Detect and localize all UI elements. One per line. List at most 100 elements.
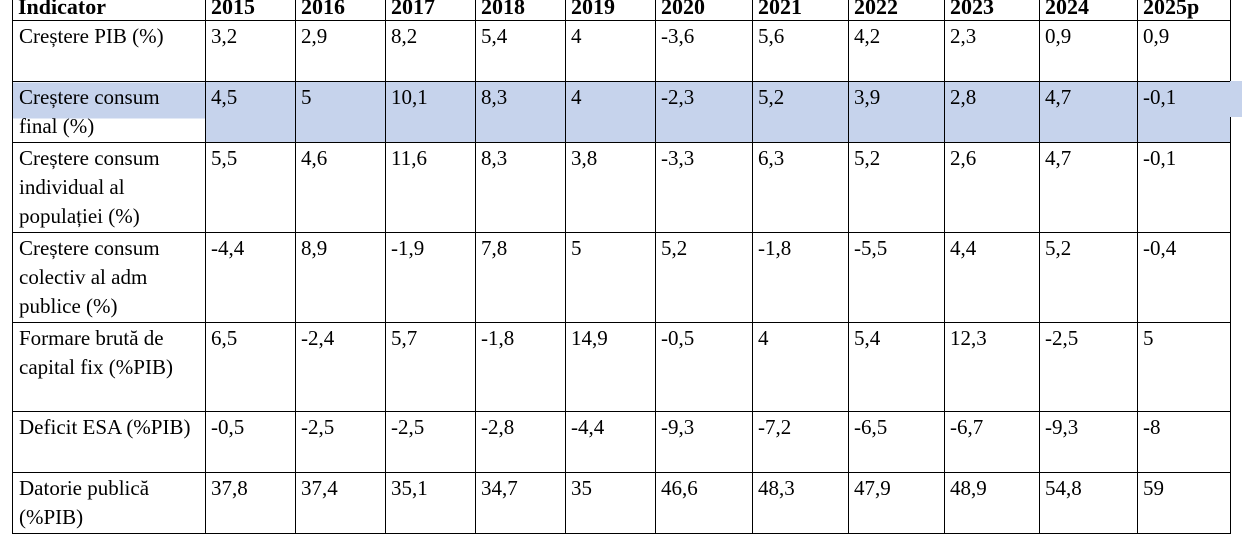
- table-cell: -4,4: [565, 411, 656, 473]
- table-cell: -2,8: [475, 411, 566, 473]
- header-year: 2024: [1039, 0, 1138, 21]
- table-cell: 35: [565, 472, 656, 534]
- table-cell: 14,9: [565, 322, 656, 412]
- row-label: Creștere consum individual al populației…: [12, 142, 206, 233]
- header-year: 2023: [944, 0, 1040, 21]
- table-cell: -2,3: [655, 81, 753, 143]
- table-cell: -1,9: [385, 232, 476, 323]
- table-cell: 3,2: [205, 20, 296, 82]
- table-cell: -1,8: [475, 322, 566, 412]
- header-year: 2021: [752, 0, 849, 21]
- table-cell: -2,4: [295, 322, 386, 412]
- table-cell: -0,4: [1137, 232, 1231, 323]
- header-year: 2017: [385, 0, 476, 21]
- table-cell: -9,3: [655, 411, 753, 473]
- table-cell: 8,3: [475, 81, 566, 143]
- header-year: 2016: [295, 0, 386, 21]
- table-cell: 37,4: [295, 472, 386, 534]
- table-cell: 5: [295, 81, 386, 143]
- table-cell: -0,1: [1137, 81, 1231, 143]
- table-container: Indicator 2015 2016 2017 2018 2019 2020 …: [12, 0, 1231, 534]
- table-cell: 2,6: [944, 142, 1040, 233]
- table-cell: 4: [752, 322, 849, 412]
- header-indicator: Indicator: [12, 0, 206, 21]
- table-row-final-consumption-highlighted: Creștere consum final (%) 4,5 5 10,1 8,3…: [12, 81, 1231, 143]
- table-cell: 0,9: [1137, 20, 1231, 82]
- table-cell: 48,9: [944, 472, 1040, 534]
- table-cell: 5: [1137, 322, 1231, 412]
- table-cell: -0,1: [1137, 142, 1231, 233]
- header-year: 2025p: [1137, 0, 1231, 21]
- table-cell: 5,5: [205, 142, 296, 233]
- table-cell: 4,6: [295, 142, 386, 233]
- table-cell: 54,8: [1039, 472, 1138, 534]
- table-cell: 5: [565, 232, 656, 323]
- table-cell: 10,1: [385, 81, 476, 143]
- table-cell: 4,2: [848, 20, 945, 82]
- table-cell: -2,5: [1039, 322, 1138, 412]
- table-cell: 5,2: [752, 81, 849, 143]
- table-row-esa-deficit: Deficit ESA (%PIB) -0,5 -2,5 -2,5 -2,8 -…: [12, 411, 1231, 473]
- table-cell: 8,9: [295, 232, 386, 323]
- table-cell: 3,8: [565, 142, 656, 233]
- table-cell: 3,9: [848, 81, 945, 143]
- table-cell: 4,7: [1039, 142, 1138, 233]
- table-cell: -4,4: [205, 232, 296, 323]
- header-year: 2018: [475, 0, 566, 21]
- table-cell: -2,5: [385, 411, 476, 473]
- table-cell: 4,7: [1039, 81, 1138, 143]
- table-cell: 37,8: [205, 472, 296, 534]
- table-cell: 46,6: [655, 472, 753, 534]
- table-row-gross-fixed-capital: Formare brută de capital fix (%PIB) 6,5 …: [12, 322, 1231, 412]
- table-row-public-debt: Datorie publică (%PIB) 37,8 37,4 35,1 34…: [12, 472, 1231, 534]
- table-cell: 5,6: [752, 20, 849, 82]
- table-cell: -3,6: [655, 20, 753, 82]
- table-cell: 47,9: [848, 472, 945, 534]
- table-cell: 5,2: [655, 232, 753, 323]
- table-cell: 8,3: [475, 142, 566, 233]
- economic-indicators-table: Indicator 2015 2016 2017 2018 2019 2020 …: [12, 0, 1231, 534]
- table-cell: -7,2: [752, 411, 849, 473]
- table-cell: 34,7: [475, 472, 566, 534]
- table-cell: 2,8: [944, 81, 1040, 143]
- table-cell: 6,5: [205, 322, 296, 412]
- table-row-collective-consumption: Creștere consum colectiv al adm publice …: [12, 232, 1231, 323]
- table-cell: 59: [1137, 472, 1231, 534]
- row-label: Creștere consum colectiv al adm publice …: [12, 232, 206, 323]
- row-label: Formare brută de capital fix (%PIB): [12, 322, 206, 412]
- table-cell: -6,7: [944, 411, 1040, 473]
- row-highlight-extension: [1230, 81, 1242, 117]
- table-row-individual-consumption: Creștere consum individual al populației…: [12, 142, 1231, 233]
- table-cell: 2,3: [944, 20, 1040, 82]
- table-cell: -9,3: [1039, 411, 1138, 473]
- table-row-gdp-growth: Creștere PIB (%) 3,2 2,9 8,2 5,4 4 -3,6 …: [12, 20, 1231, 82]
- table-cell: 7,8: [475, 232, 566, 323]
- header-year: 2020: [655, 0, 753, 21]
- row-label: Datorie publică (%PIB): [12, 472, 206, 534]
- table-cell: 4,5: [205, 81, 296, 143]
- table-cell: 12,3: [944, 322, 1040, 412]
- table-cell: 11,6: [385, 142, 476, 233]
- table-cell: -3,3: [655, 142, 753, 233]
- table-cell: 0,9: [1039, 20, 1138, 82]
- table-cell: 5,7: [385, 322, 476, 412]
- table-cell: -6,5: [848, 411, 945, 473]
- table-cell: -8: [1137, 411, 1231, 473]
- header-year: 2019: [565, 0, 656, 21]
- table-cell: -0,5: [655, 322, 753, 412]
- table-cell: 4,4: [944, 232, 1040, 323]
- table-cell: -0,5: [205, 411, 296, 473]
- table-cell: -5,5: [848, 232, 945, 323]
- header-year: 2022: [848, 0, 945, 21]
- table-cell: 4: [565, 81, 656, 143]
- table-cell: 35,1: [385, 472, 476, 534]
- table-cell: -1,8: [752, 232, 849, 323]
- table-cell: 5,2: [848, 142, 945, 233]
- table-cell: 5,4: [848, 322, 945, 412]
- row-label: Deficit ESA (%PIB): [12, 411, 206, 473]
- table-cell: -2,5: [295, 411, 386, 473]
- header-row: Indicator 2015 2016 2017 2018 2019 2020 …: [12, 0, 1231, 21]
- table-cell: 6,3: [752, 142, 849, 233]
- row-label: Creștere PIB (%): [12, 20, 206, 82]
- table-cell: 4: [565, 20, 656, 82]
